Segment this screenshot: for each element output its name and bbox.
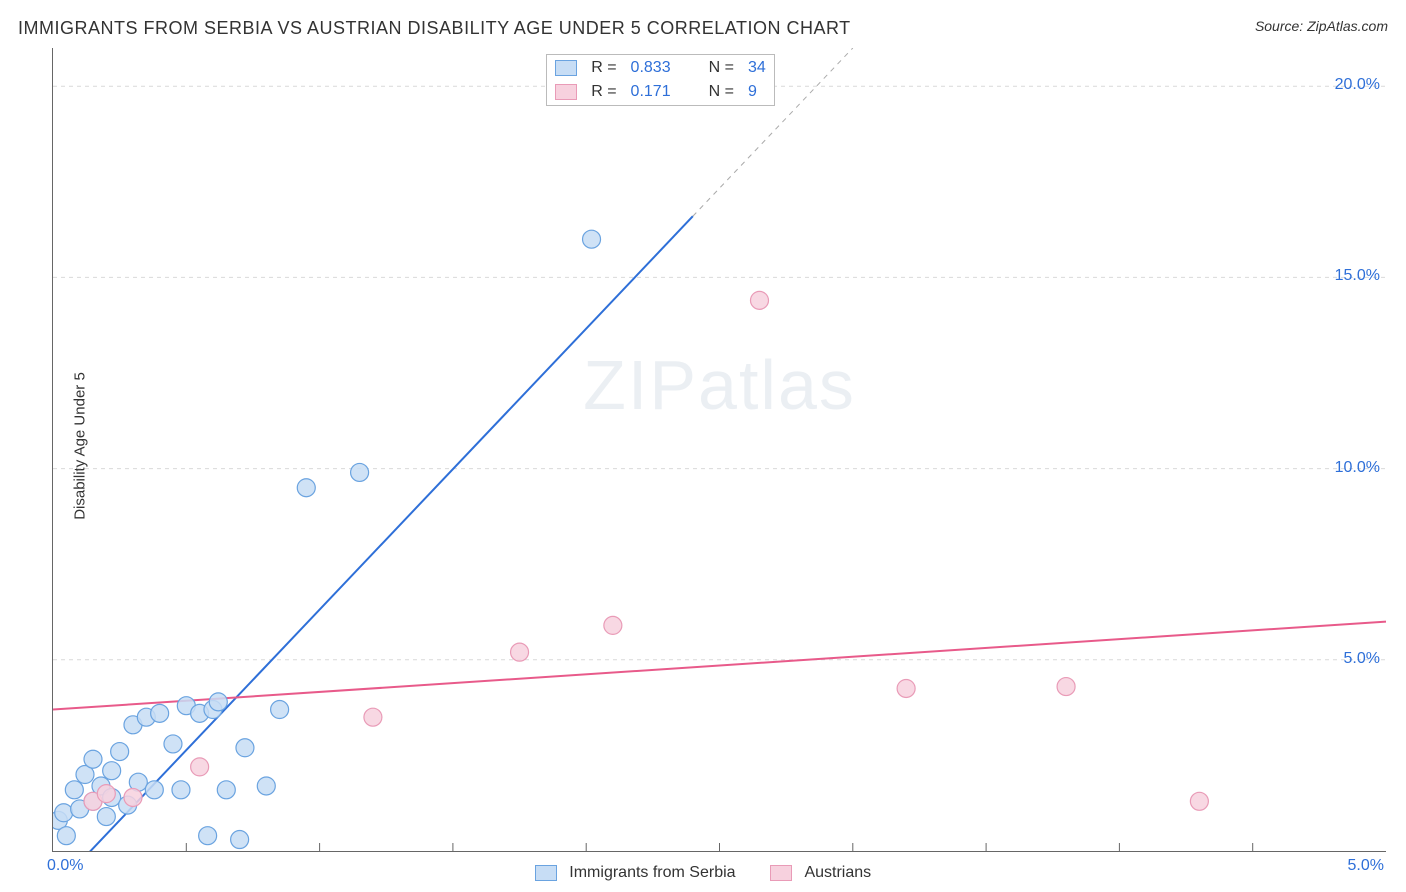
legend-row-serbia: R = 0.833 N = 34 xyxy=(549,57,772,79)
series-label-serbia: Immigrants from Serbia xyxy=(569,864,735,881)
n-label: N = xyxy=(703,81,740,103)
x-end-label: 5.0% xyxy=(1348,857,1384,875)
n-label: N = xyxy=(703,57,740,79)
r-value-austrians: 0.171 xyxy=(625,81,677,103)
legend-row-austrians: R = 0.171 N = 9 xyxy=(549,81,772,103)
r-value-serbia: 0.833 xyxy=(625,57,677,79)
r-label: R = xyxy=(585,81,622,103)
y-tick-label: 20.0% xyxy=(1335,76,1380,94)
chart-container: IMMIGRANTS FROM SERBIA VS AUSTRIAN DISAB… xyxy=(0,0,1406,892)
scatter-svg xyxy=(53,48,1386,851)
swatch-serbia xyxy=(535,865,557,881)
series-label-austrians: Austrians xyxy=(804,864,871,881)
source-credit: Source: ZipAtlas.com xyxy=(1255,18,1388,34)
r-label: R = xyxy=(585,57,622,79)
y-tick-label: 5.0% xyxy=(1344,650,1380,668)
source-prefix: Source: xyxy=(1255,18,1307,34)
y-tick-label: 10.0% xyxy=(1335,459,1380,477)
swatch-austrians xyxy=(555,84,577,100)
swatch-austrians xyxy=(770,865,792,881)
correlation-legend: R = 0.833 N = 34 R = 0.171 N = 9 xyxy=(546,54,775,106)
source-name: ZipAtlas.com xyxy=(1307,18,1388,34)
n-value-serbia: 34 xyxy=(742,57,772,79)
series-legend: Immigrants from Serbia Austrians xyxy=(0,864,1406,882)
y-tick-label: 15.0% xyxy=(1335,267,1380,285)
plot-area: ZIPatlas R = 0.833 N = 34 R = 0.171 N = … xyxy=(52,48,1386,852)
n-value-austrians: 9 xyxy=(742,81,772,103)
chart-title: IMMIGRANTS FROM SERBIA VS AUSTRIAN DISAB… xyxy=(18,18,851,39)
swatch-serbia xyxy=(555,60,577,76)
x-origin-label: 0.0% xyxy=(47,857,83,875)
